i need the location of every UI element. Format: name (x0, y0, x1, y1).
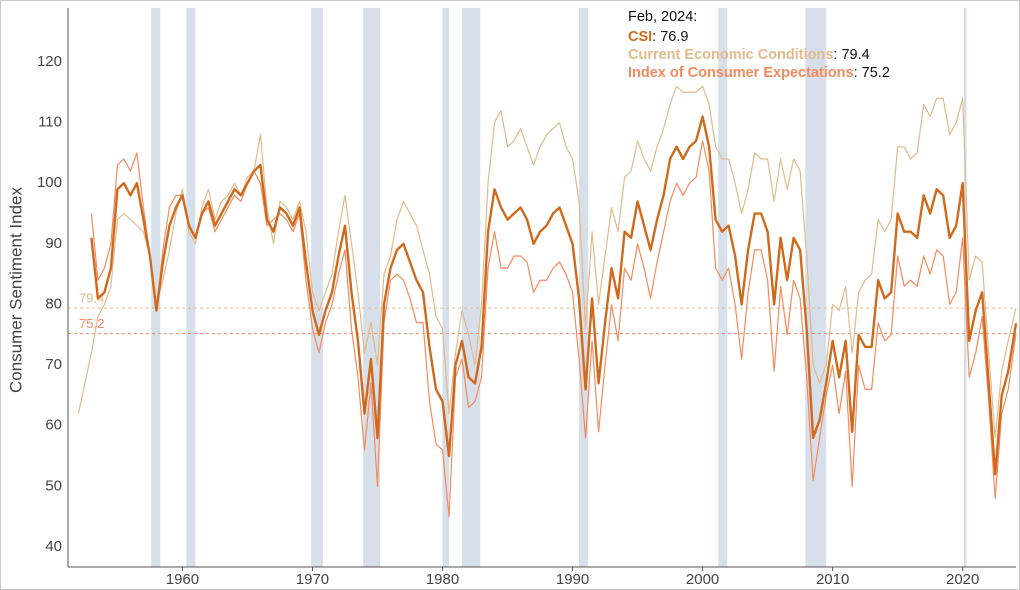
y-tick-label: 60 (45, 417, 62, 434)
series-line (77, 85, 1017, 439)
x-tick-label: 2000 (686, 571, 719, 588)
annotation-item: Index of Consumer Expectations: 75.2 (628, 65, 890, 81)
x-tick-label: 2020 (946, 571, 979, 588)
annotation-series-name: Current Economic Conditions (628, 47, 833, 63)
y-tick-label: 110 (38, 114, 62, 131)
lines (77, 85, 1018, 518)
annotation-value: : 79.4 (833, 47, 869, 63)
recession-band (462, 8, 481, 567)
annotation-value: : 75.2 (854, 65, 890, 81)
annotation-item: Current Economic Conditions: 79.4 (628, 47, 870, 63)
y-tick-label: 40 (45, 538, 62, 555)
reference-label: 79.4 (79, 291, 104, 306)
recession-band (442, 8, 450, 567)
y-tick-label: 120 (37, 53, 62, 70)
annotation-item: CSI: 76.9 (628, 29, 688, 45)
y-tick-label: 50 (45, 477, 62, 494)
annotation-title: Feb, 2024: (628, 9, 697, 25)
x-tick-label: 1970 (296, 571, 329, 588)
x-tick-label: 1990 (556, 571, 589, 588)
x-tick-label: 1960 (166, 571, 199, 588)
y-tick-label: 80 (45, 295, 62, 312)
y-tick-label: 100 (37, 174, 62, 191)
recession-band (151, 8, 161, 567)
x-tick-label: 2010 (816, 571, 849, 588)
series-line (90, 115, 1018, 476)
ticks: 40 50 60 70 80 90 100 110 120 1960 1970 1980 1990 200… (37, 53, 979, 588)
annotation-series-name: Index of Consumer Expectations (628, 65, 854, 81)
annotation-value: : 76.9 (652, 29, 688, 45)
y-tick-label: 70 (45, 356, 62, 373)
recession-band (718, 8, 728, 567)
x-tick-label: 1980 (426, 571, 459, 588)
y-axis-title: Consumer Sentiment Index (6, 187, 25, 393)
reference-label: 75.2 (79, 316, 104, 331)
annotation: Feb, 2024: CSI: 76.9 Current Economic Cond… (628, 9, 890, 81)
recession-band (311, 8, 323, 567)
recession-band (186, 8, 196, 567)
annotation-series-name: CSI (628, 29, 652, 45)
y-tick-label: 90 (45, 235, 62, 252)
